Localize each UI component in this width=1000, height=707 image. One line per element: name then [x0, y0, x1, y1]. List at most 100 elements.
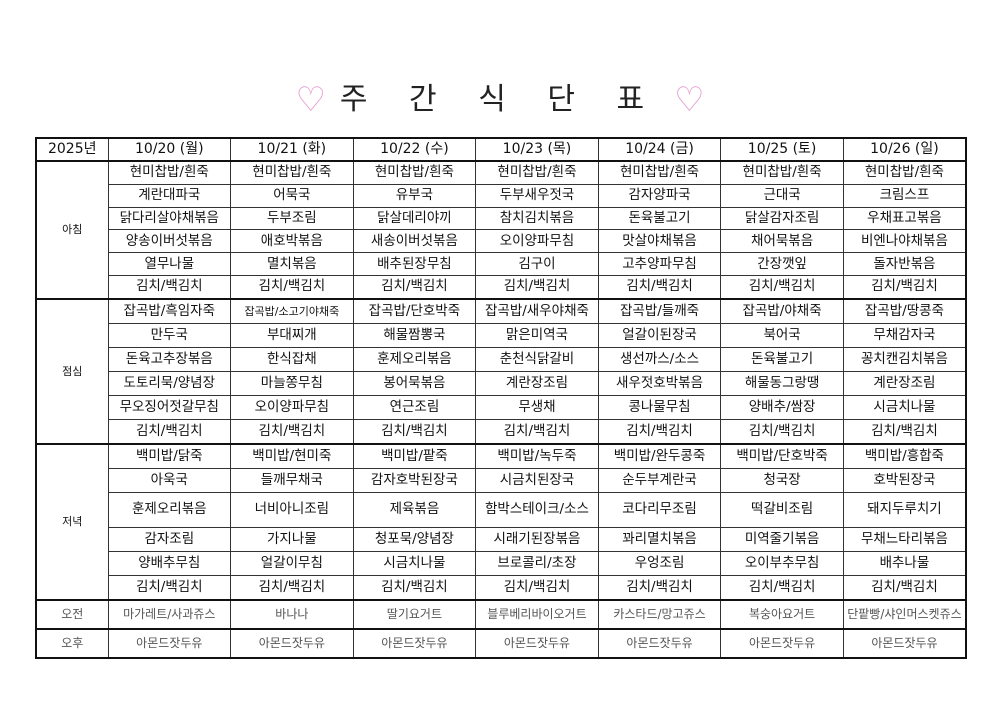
- menu-item: 시금치나물: [842, 394, 967, 420]
- menu-item: 카스타드/망고쥬스: [597, 598, 722, 630]
- menu-item: 아몬드잣두유: [352, 627, 477, 659]
- menu-item: 두부새우젓국: [475, 183, 599, 208]
- meal-label: 아침: [35, 160, 109, 300]
- menu-item: 김치/백김치: [230, 274, 354, 300]
- menu-item: 잡곡밥/야채죽: [720, 297, 844, 324]
- page-title: ♡ 주 간 식 단 표 ♡: [0, 74, 1000, 120]
- weekly-menu-table: 2025년 10/20 (월) 10/21 (화) 10/22 (수) 10/23 (…: [35, 137, 967, 659]
- menu-row: 만두국 부대찌개 해물짬뽕국 맑은미역국 얼갈이된장국 북어국 무채감자국: [36, 322, 967, 348]
- menu-item: 딸기요거트: [352, 598, 477, 630]
- menu-item: 김치/백김치: [720, 418, 844, 445]
- menu-item: 돈육고추장볶음: [107, 346, 232, 372]
- menu-item: 춘천식닭갈비: [475, 346, 599, 372]
- menu-item: 양배추/쌈장: [720, 394, 844, 420]
- menu-row: 닭다리살야채볶음 두부조림 닭살데리야끼 참치김치볶음 돈육불고기 닭살감자조림 우채표고볶…: [36, 206, 967, 231]
- menu-item: 현미찹밥/흰죽: [720, 159, 844, 185]
- menu-item: 크림스프: [842, 183, 967, 208]
- menu-item: 새송이버섯볶음: [352, 229, 477, 254]
- menu-item: 김치/백김치: [107, 274, 232, 300]
- menu-item: 무생채: [475, 394, 599, 420]
- menu-item: 김치/백김치: [475, 574, 599, 601]
- menu-item: 백미밥/녹두죽: [475, 442, 599, 469]
- menu-item: 단팥빵/샤인머스켓쥬스: [842, 598, 967, 630]
- menu-item: 계란대파국: [107, 183, 232, 208]
- menu-item: 코다리무조림: [597, 491, 722, 528]
- menu-item: 생선까스/소스: [597, 346, 722, 372]
- menu-item: 우채표고볶음: [842, 206, 967, 231]
- menu-item: 현미찹밥/흰죽: [842, 159, 967, 185]
- title-text: 주 간 식 단 표: [339, 82, 661, 117]
- menu-item: 우엉조림: [597, 550, 722, 576]
- menu-item: 김치/백김치: [597, 418, 722, 445]
- day-header: 10/21 (화): [230, 137, 354, 162]
- menu-item: 감자양파국: [597, 183, 722, 208]
- menu-item: 떡갈비조림: [720, 491, 844, 528]
- menu-item: 미역줄기볶음: [720, 526, 844, 552]
- menu-item: 현미찹밥/흰죽: [597, 159, 722, 185]
- menu-item: 무오징어젓갈무침: [107, 394, 232, 420]
- menu-item: 도토리묵/양념장: [107, 370, 232, 396]
- menu-item: 마늘쫑무침: [230, 370, 354, 396]
- menu-item: 김치/백김치: [842, 274, 967, 300]
- day-header: 10/26 (일): [842, 137, 967, 162]
- menu-row: 계란대파국 어묵국 유부국 두부새우젓국 감자양파국 근대국 크림스프: [36, 183, 967, 208]
- menu-item: 김치/백김치: [597, 574, 722, 601]
- menu-item: 김구이: [475, 252, 599, 276]
- menu-item: 김치/백김치: [230, 574, 354, 601]
- menu-item: 잡곡밥/땅콩죽: [842, 297, 967, 324]
- year-cell: 2025년: [35, 137, 109, 162]
- heart-icon: ♡: [674, 80, 705, 120]
- menu-item: 유부국: [352, 183, 477, 208]
- menu-item: 들깨무채국: [230, 467, 354, 493]
- meal-label: 오후: [35, 627, 109, 659]
- menu-item: 잡곡밥/단호박죽: [352, 297, 477, 324]
- menu-item: 김치/백김치: [720, 274, 844, 300]
- menu-item: 순두부계란국: [597, 467, 722, 493]
- menu-item: 봉어묵볶음: [352, 370, 477, 396]
- menu-row: 양송이버섯볶음 애호박볶음 새송이버섯볶음 오이양파무침 맛살야채볶음 채어묵볶음 비엔나야…: [36, 229, 967, 254]
- menu-item: 김치/백김치: [475, 418, 599, 445]
- menu-item: 현미찹밥/흰죽: [352, 159, 477, 185]
- menu-item: 청국장: [720, 467, 844, 493]
- menu-item: 잡곡밥/새우야채죽: [475, 297, 599, 324]
- menu-item: 현미찹밥/흰죽: [107, 159, 232, 185]
- menu-item: 현미찹밥/흰죽: [230, 159, 354, 185]
- menu-row: 김치/백김치 김치/백김치 김치/백김치 김치/백김치 김치/백김치 김치/백김치 김치/백…: [36, 274, 967, 300]
- menu-item: 백미밥/완두콩죽: [597, 442, 722, 469]
- menu-item: 근대국: [720, 183, 844, 208]
- menu-item: 훈제오리볶음: [107, 491, 232, 528]
- menu-item: 배추된장무침: [352, 252, 477, 276]
- menu-item: 해물짬뽕국: [352, 322, 477, 348]
- menu-row: 김치/백김치 김치/백김치 김치/백김치 김치/백김치 김치/백김치 김치/백김치 김치/백…: [36, 574, 967, 601]
- day-header: 10/22 (수): [352, 137, 477, 162]
- menu-row: 저녁 백미밥/닭죽 백미밥/현미죽 백미밥/팥죽 백미밥/녹두죽 백미밥/완두콩죽 백미밥/…: [35, 442, 967, 601]
- menu-item: 돌자반볶음: [842, 252, 967, 276]
- menu-item: 돈육불고기: [597, 206, 722, 231]
- menu-item: 꽁치캔김치볶음: [842, 346, 967, 372]
- menu-item: 맛살야채볶음: [597, 229, 722, 254]
- menu-row: 점심 잡곡밥/흑임자죽 잡곡밥/소고기야채죽 잡곡밥/단호박죽 잡곡밥/새우야채죽 잡곡밥…: [35, 297, 967, 445]
- menu-row: 돈육고추장볶음 한식잡채 훈제오리볶음 춘천식닭갈비 생선까스/소스 돈육불고기 꽁치캔김치…: [36, 346, 967, 372]
- menu-item: 아몬드잣두유: [475, 627, 599, 659]
- menu-item: 비엔나야채볶음: [842, 229, 967, 254]
- menu-item: 시래기된장볶음: [475, 526, 599, 552]
- menu-item: 양송이버섯볶음: [107, 229, 232, 254]
- menu-item: 잡곡밥/소고기야채죽: [230, 297, 354, 324]
- menu-item: 애호박볶음: [230, 229, 354, 254]
- menu-item: 새우젓호박볶음: [597, 370, 722, 396]
- heart-icon: ♡: [295, 80, 326, 120]
- menu-item: 얼갈이된장국: [597, 322, 722, 348]
- menu-item: 얼갈이무침: [230, 550, 354, 576]
- menu-item: 꽈리멸치볶음: [597, 526, 722, 552]
- menu-item: 북어국: [720, 322, 844, 348]
- menu-item: 고추양파무침: [597, 252, 722, 276]
- header-row: 2025년 10/20 (월) 10/21 (화) 10/22 (수) 10/23 (…: [35, 137, 967, 162]
- day-header: 10/24 (금): [597, 137, 722, 162]
- menu-item: 간장깻잎: [720, 252, 844, 276]
- menu-item: 백미밥/팥죽: [352, 442, 477, 469]
- menu-item: 참치김치볶음: [475, 206, 599, 231]
- menu-item: 김치/백김치: [352, 574, 477, 601]
- menu-item: 계란장조림: [842, 370, 967, 396]
- menu-item: 오이부추무침: [720, 550, 844, 576]
- menu-item: 현미찹밥/흰죽: [475, 159, 599, 185]
